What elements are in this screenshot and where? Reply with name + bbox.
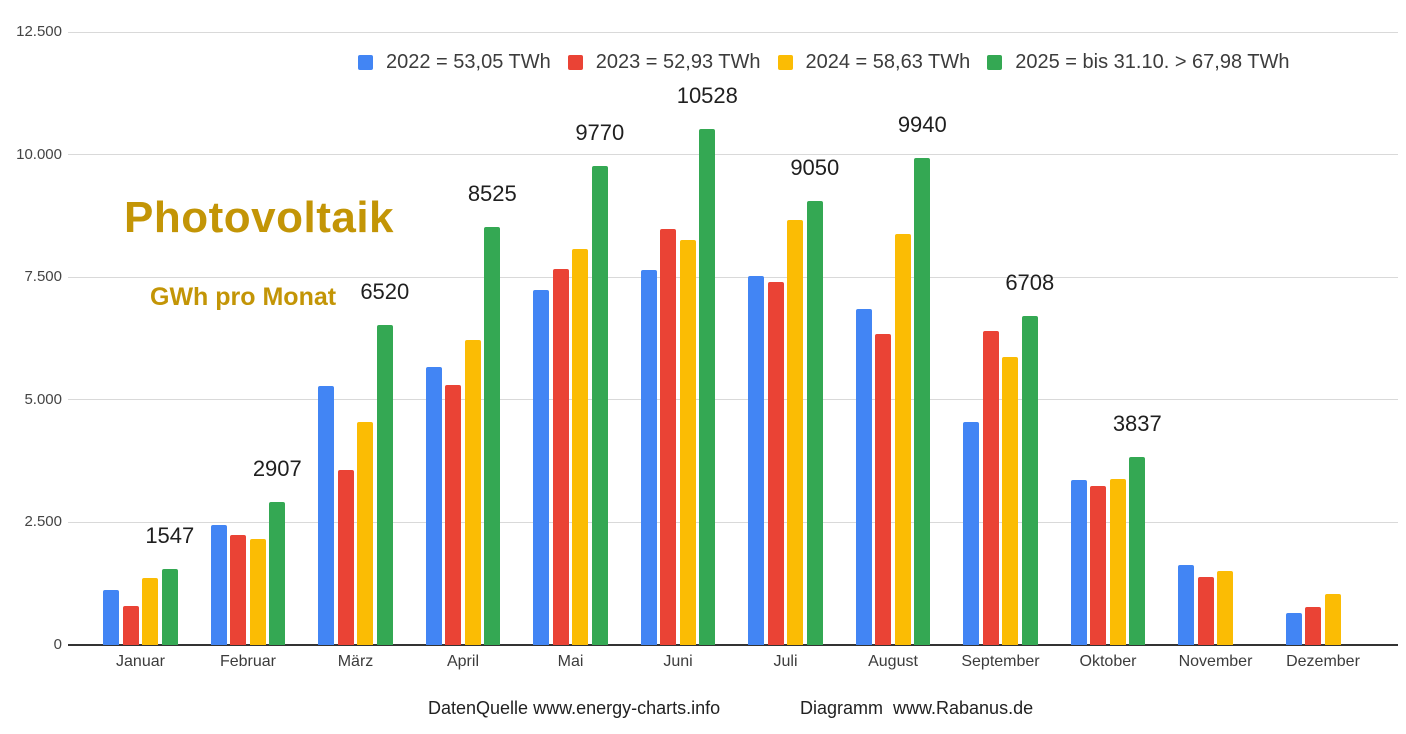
bar-2024-september — [1002, 357, 1019, 645]
value-label-juni: 10528 — [676, 82, 738, 108]
y-axis-tick-label: 12.500 — [16, 23, 62, 40]
x-axis-label-juli: Juli — [773, 653, 798, 670]
gridline — [68, 276, 1398, 278]
bar-2022-april — [425, 367, 442, 645]
bar-2022-mai — [533, 289, 550, 645]
bar-2022-märz — [318, 385, 335, 645]
bar-2023-september — [982, 331, 999, 645]
x-axis-baseline — [68, 644, 1398, 646]
bar-2025-oktober — [1129, 456, 1146, 645]
bar-2025-februar — [269, 502, 286, 645]
bar-2022-februar — [210, 524, 227, 645]
bar-2024-oktober — [1109, 478, 1126, 645]
bar-2023-april — [445, 385, 462, 645]
x-axis-label-februar: Februar — [219, 653, 277, 670]
bar-2025-september — [1021, 316, 1038, 645]
legend-item-2023: 2023 = 52,93 TWh — [567, 51, 761, 74]
bar-2025-januar — [161, 569, 178, 645]
legend-swatch-2023 — [567, 55, 583, 70]
chart-title: Photovoltaik — [124, 193, 395, 242]
value-label-mai: 9770 — [575, 119, 625, 145]
legend-label-2024: 2024 = 58,63 TWh — [805, 51, 971, 73]
x-axis-label-mai: Mai — [557, 653, 584, 670]
bar-2024-juli — [787, 219, 804, 645]
y-axis-tick-label: 5.000 — [24, 390, 62, 408]
value-label-august: 9940 — [897, 111, 947, 137]
bar-2022-dezember — [1285, 613, 1302, 645]
gridline — [68, 399, 1398, 401]
value-label-september: 6708 — [1005, 270, 1055, 295]
x-axis-label-dezember: Dezember — [1286, 653, 1360, 670]
bar-2022-september — [963, 422, 980, 645]
y-axis-tick-label: 7.500 — [24, 268, 62, 286]
bar-2025-april — [484, 226, 501, 645]
legend-swatch-2025 — [987, 55, 1003, 70]
legend-label-2023: 2023 = 52,93 TWh — [595, 51, 761, 73]
bar-2022-juni — [640, 269, 657, 645]
value-label-april: 8525 — [467, 180, 517, 206]
gridline — [68, 521, 1398, 523]
value-label-januar: 1547 — [145, 523, 195, 549]
value-label-märz: 6520 — [360, 279, 410, 305]
bar-2024-märz — [357, 421, 374, 645]
legend-item-2024: 2024 = 58,63 TWh — [777, 51, 971, 74]
bar-2023-november — [1197, 577, 1214, 645]
bar-2022-november — [1178, 565, 1195, 645]
bar-2025-juni — [699, 128, 716, 645]
footer-data-source: DatenQuelle www.energy-charts.info — [428, 698, 721, 718]
bar-2022-juli — [748, 275, 765, 645]
bar-2023-märz — [337, 470, 354, 645]
bar-2025-märz — [376, 325, 393, 645]
bar-2025-august — [914, 157, 931, 645]
bar-2023-mai — [552, 269, 569, 645]
bar-2023-oktober — [1090, 485, 1107, 645]
bar-2024-august — [894, 233, 911, 645]
bar-2023-februar — [230, 534, 247, 645]
bar-2024-februar — [249, 538, 266, 645]
x-axis-label-april: April — [446, 653, 479, 670]
legend-label-2025: 2025 = bis 31.10. > 67,98 TWh — [1015, 51, 1290, 73]
x-axis-label-august: August — [868, 653, 918, 670]
x-axis-label-oktober: Oktober — [1079, 653, 1137, 670]
legend: 2022 = 53,05 TWh 2023 = 52,93 TWh 2024 = 5… — [358, 51, 1290, 74]
bar-2024-november — [1217, 571, 1234, 645]
bar-2022-august — [855, 308, 872, 645]
x-axis-label-juni: Juni — [663, 653, 693, 670]
y-axis-tick-label: 0 — [53, 636, 62, 653]
gridline — [68, 31, 1398, 33]
value-label-februar: 2907 — [252, 456, 302, 482]
x-axis-label-november: November — [1178, 653, 1253, 670]
bar-2024-juni — [679, 240, 696, 645]
bar-2023-dezember — [1305, 606, 1322, 645]
legend-item-2022: 2022 = 53,05 TWh — [358, 51, 551, 74]
y-axis-tick-label: 10.000 — [16, 145, 62, 163]
y-axis-tick-label: 2.500 — [24, 513, 62, 531]
bar-2023-januar — [122, 605, 139, 645]
legend-swatch-2022 — [358, 55, 373, 70]
value-label-juli: 9050 — [790, 155, 840, 181]
bar-2022-oktober — [1070, 480, 1087, 645]
x-axis-label-september: September — [961, 653, 1040, 670]
x-axis-label-märz: März — [337, 653, 374, 670]
chart-subtitle: GWh pro Monat — [150, 283, 337, 311]
bar-2024-april — [464, 340, 481, 645]
bar-2024-dezember — [1324, 593, 1341, 645]
legend-item-2025: 2025 = bis 31.10. > 67,98 TWh — [987, 51, 1290, 74]
bar-2023-juli — [767, 281, 784, 645]
bar-2024-januar — [142, 578, 159, 645]
value-label-oktober: 3837 — [1112, 410, 1162, 436]
x-axis-label-januar: Januar — [116, 653, 165, 670]
bar-2023-juni — [660, 229, 677, 645]
bar-2022-januar — [103, 589, 120, 645]
legend-swatch-2024 — [777, 55, 793, 70]
footer-diagram-credit: Diagramm www.Rabanus.de — [800, 698, 1034, 718]
bar-2025-mai — [591, 165, 608, 645]
bar-2025-juli — [806, 201, 823, 645]
legend-label-2022: 2022 = 53,05 TWh — [386, 51, 551, 73]
gridline — [68, 154, 1398, 156]
bar-2023-august — [875, 333, 892, 645]
bar-2024-mai — [572, 249, 589, 645]
